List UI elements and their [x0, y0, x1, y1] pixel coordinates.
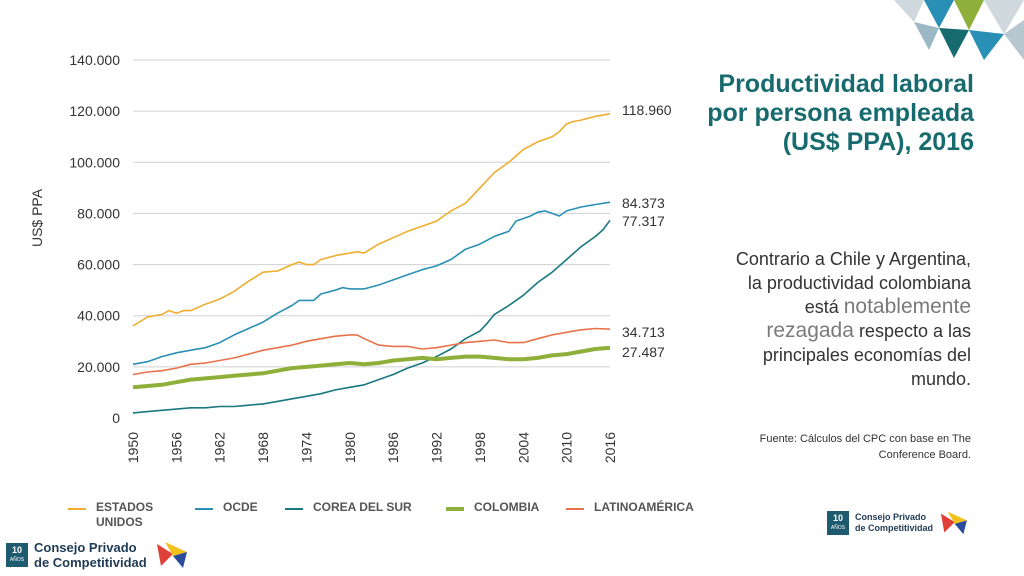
legend-swatch [566, 508, 584, 510]
logo-line-1: Consejo Privado [34, 540, 137, 555]
logo-line-2: de Competitividad [34, 555, 147, 570]
decorative-corner-shapes [894, 0, 1024, 60]
chart-legend: ESTADOS UNIDOS OCDE COREA DEL SUR COLOMB… [68, 500, 748, 540]
legend-swatch [285, 508, 303, 510]
logo-line-2: de Competitividad [855, 523, 934, 533]
x-tick-label: 1992 [429, 432, 445, 463]
end-label-colombia: 27.487 [622, 344, 665, 360]
end-label-ocde: 84.373 [622, 195, 665, 211]
series-line-colombia [132, 345, 611, 390]
chart-grid [133, 59, 610, 368]
logo-badge-sub: AÑOS [830, 525, 846, 531]
end-label-estados-unidos: 118.960 [622, 102, 672, 118]
x-tick-label: 1962 [212, 432, 228, 463]
logo-badge-sub: AÑOS [9, 557, 25, 563]
logo-star-icon [940, 511, 967, 535]
y-axis-label: US$ PPA [29, 188, 45, 247]
end-labels: 118.960 84.373 77.317 27.487 34.713 [622, 102, 672, 360]
source-note: Fuente: Cálculos del CPC con base en The… [741, 431, 971, 463]
legend-item-corea: COREA DEL SUR [285, 500, 412, 515]
legend-item-colombia: COLOMBIA [446, 500, 539, 515]
legend-swatch [68, 508, 86, 510]
legend-item-latinoamerica: LATINOAMÉRICA [566, 500, 694, 515]
series-line-latam [132, 327, 611, 376]
y-axis-ticks: 0 20.000 40.000 60.000 80.000 100.000 120.000 1… [69, 52, 120, 426]
logo-line-1: Consejo Privado [855, 512, 927, 522]
x-tick-label: 1974 [298, 432, 314, 463]
legend-label: LATINOAMÉRICA [594, 500, 694, 514]
x-tick-label: 2010 [559, 432, 575, 463]
x-tick-label: 2004 [515, 432, 531, 463]
legend-label: ESTADOS UNIDOS [96, 500, 154, 529]
legend-label: COREA DEL SUR [313, 500, 412, 514]
logo-badge-number: 10 [11, 545, 22, 555]
y-tick-label: 40.000 [77, 308, 120, 324]
logo-star-icon [156, 542, 187, 568]
y-tick-label: 60.000 [77, 257, 120, 273]
page-title: Productividad laboral por persona emplea… [707, 70, 974, 156]
logo-bottom-left: 10 AÑOS Consejo Privado de Competitivida… [6, 540, 189, 570]
x-tick-label: 2016 [602, 432, 618, 463]
commentary-part-2: respecto a las principales economías del… [762, 321, 971, 389]
legend-swatch [446, 507, 464, 511]
series-line-ocde [132, 201, 611, 366]
commentary-part-1: Contrario a Chile y Argentina, la produc… [735, 249, 971, 317]
x-tick-label: 1968 [255, 432, 271, 463]
legend-label: COLOMBIA [474, 500, 540, 514]
y-tick-label: 140.000 [69, 52, 120, 68]
legend-label: OCDE [223, 500, 258, 514]
series-line-corea [132, 219, 611, 414]
x-tick-label: 1986 [385, 432, 401, 463]
end-label-latam: 34.713 [622, 324, 665, 340]
commentary-text: Contrario a Chile y Argentina, la produc… [721, 247, 971, 391]
logo-badge: 10 AÑOS [6, 543, 28, 567]
logo-badge-number: 10 [832, 513, 843, 523]
logo-text: Consejo Privado de Competitividad [34, 540, 147, 570]
x-axis-ticks: 1950 1956 1962 1968 1974 1980 1986 1992 1998 2004… [125, 432, 618, 463]
legend-item-ocde: OCDE [195, 500, 258, 515]
logo-badge: 10 AÑOS [827, 511, 849, 535]
source-text: Cálculos del CPC con base en The Confere… [799, 433, 971, 461]
series-line-estados-unidos [132, 113, 611, 327]
y-tick-label: 80.000 [77, 205, 120, 221]
legend-item-estados-unidos: ESTADOS UNIDOS [68, 500, 171, 530]
end-label-corea: 77.317 [622, 213, 665, 229]
source-label: Fuente: [759, 433, 797, 445]
legend-swatch [195, 508, 213, 510]
y-tick-label: 0 [112, 410, 120, 426]
logo-right: 10 AÑOS Consejo Privado de Competitivida… [827, 510, 969, 536]
commentary-emphasis: notablemente rezagada [766, 295, 971, 342]
x-tick-label: 1980 [342, 432, 358, 463]
x-tick-label: 1998 [472, 432, 488, 463]
chart-series [132, 113, 611, 414]
logo-text: Consejo Privado de Competitividad [855, 512, 933, 534]
x-tick-label: 1950 [125, 432, 141, 463]
x-tick-label: 1956 [168, 432, 184, 463]
y-tick-label: 120.000 [69, 103, 120, 119]
y-tick-label: 20.000 [77, 359, 120, 375]
y-tick-label: 100.000 [69, 154, 120, 170]
